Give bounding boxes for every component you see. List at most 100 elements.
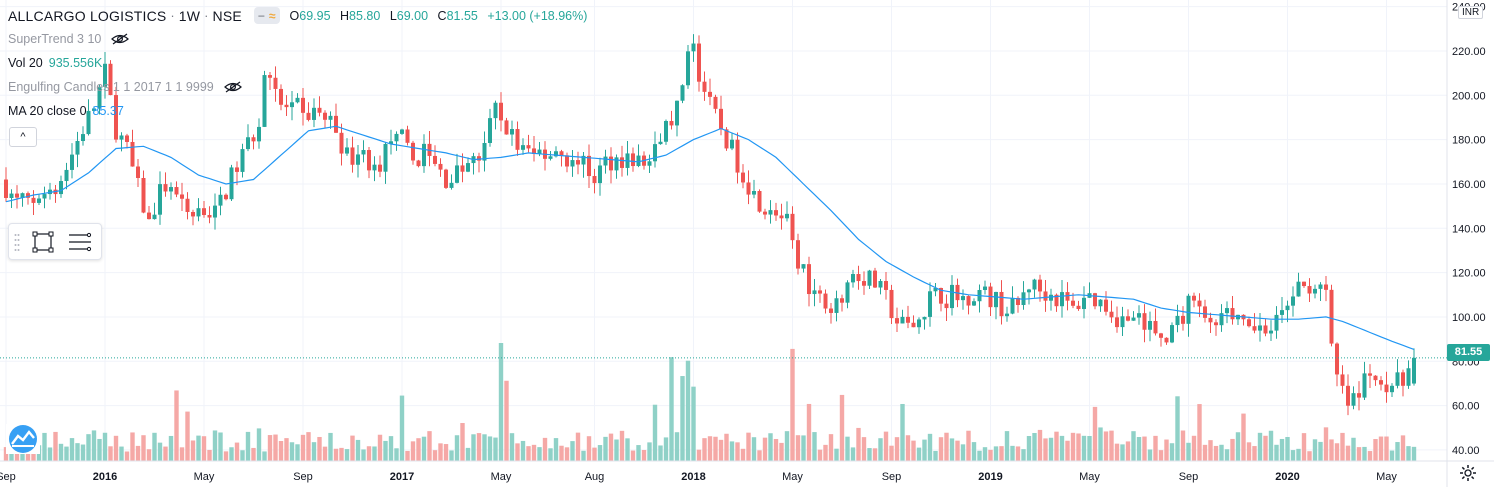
candle-body	[592, 176, 597, 184]
volume-bar	[894, 437, 900, 461]
candle-body	[136, 166, 140, 179]
legend-supertrend[interactable]: SuperTrend 3 10	[8, 32, 130, 46]
candle-body	[1093, 293, 1097, 307]
volume-bar	[91, 430, 97, 461]
volume-bar	[1241, 413, 1246, 461]
menu-lines-icon[interactable]	[67, 229, 93, 255]
candle-body	[449, 182, 454, 188]
volume-bar	[1279, 438, 1285, 461]
candle-body	[763, 211, 767, 215]
volume-bar	[515, 443, 520, 461]
candle-body	[1307, 286, 1312, 294]
chart-style-toggle[interactable]: − ≈	[253, 7, 280, 24]
volume-bar	[861, 437, 867, 461]
volume-bar	[597, 445, 603, 461]
volume-bar	[1169, 443, 1175, 461]
tradingview-logo-icon[interactable]	[6, 424, 40, 454]
candle-body	[631, 153, 635, 167]
candle-body	[108, 63, 113, 96]
candle-body	[917, 319, 921, 328]
candle-body	[1175, 315, 1180, 326]
candle-body	[1148, 320, 1152, 330]
candle-body	[378, 164, 382, 172]
volume-bar	[185, 411, 190, 461]
volume-bar	[1323, 427, 1329, 461]
drawing-toolbox[interactable]	[8, 223, 102, 260]
rectangle-tool-icon[interactable]	[30, 229, 56, 255]
candle-body	[92, 108, 96, 111]
candle-body	[1318, 284, 1323, 289]
candle-body	[1159, 333, 1163, 338]
volume-bar	[75, 443, 80, 461]
candle-body	[1060, 292, 1064, 307]
y-tick-label: 100.00	[1452, 312, 1486, 324]
candle-body	[647, 161, 652, 166]
drag-handle-icon[interactable]	[14, 233, 20, 251]
volume-bar	[47, 447, 53, 461]
candle-body	[1373, 375, 1378, 381]
volume-bar	[328, 432, 333, 461]
volume-bar	[614, 439, 619, 461]
hidden-eye-icon[interactable]	[223, 81, 242, 93]
candle-body	[1395, 372, 1400, 386]
candle-body	[724, 129, 729, 149]
minus-icon[interactable]: −	[257, 8, 265, 23]
collapse-legend-button[interactable]: ^	[9, 127, 37, 147]
volume-bar	[900, 403, 905, 461]
candle-body	[141, 178, 146, 213]
candle-body	[482, 142, 487, 161]
volume-bar	[1268, 430, 1274, 461]
candle-body	[790, 213, 795, 241]
candle-body	[730, 139, 734, 149]
volume-bar	[944, 432, 949, 461]
volume-bar	[168, 435, 174, 461]
volume-bar	[1312, 439, 1318, 461]
volume-bar	[108, 446, 113, 461]
volume-bar	[201, 436, 207, 461]
symbol-name[interactable]: ALLCARGO LOGISTICS	[8, 7, 167, 24]
volume-bar	[1136, 437, 1142, 461]
candle-body	[636, 155, 641, 167]
currency-label[interactable]: INR	[1458, 6, 1484, 19]
volume-bar	[795, 435, 801, 461]
candle-body	[1197, 300, 1202, 307]
volume-bar	[993, 446, 999, 461]
legend-engulfing[interactable]: Engulfing Candles 1 1 2017 1 1 9999	[8, 80, 242, 94]
volume-bar	[1153, 435, 1158, 461]
volume-bar	[399, 395, 405, 461]
volume-bar	[872, 448, 878, 461]
candle-body	[438, 163, 443, 170]
candle-body	[1010, 297, 1015, 314]
candle-body	[746, 182, 751, 195]
volume-bar	[1186, 442, 1191, 461]
candle-body	[1302, 281, 1306, 287]
volume-bar	[388, 436, 394, 461]
candle-body	[114, 95, 118, 140]
volume-bar	[190, 440, 196, 461]
candle-body	[339, 132, 344, 154]
wave-icon[interactable]: ≈	[268, 8, 276, 23]
legend-ma[interactable]: MA 20 close 0 85.37	[8, 104, 124, 118]
candle-body	[1335, 343, 1339, 375]
candle-body	[1076, 305, 1081, 310]
candle-body	[251, 137, 256, 142]
volume-bar	[1345, 445, 1351, 461]
volume-bar	[427, 431, 432, 461]
legend-volume[interactable]: Vol 20 935.556K	[8, 56, 102, 70]
volume-bar	[223, 451, 229, 461]
volume-bar	[1356, 447, 1362, 461]
candle-body	[372, 164, 377, 171]
last-price-label: 81.55	[1447, 344, 1490, 361]
volume-bar	[966, 430, 971, 461]
candle-body	[394, 133, 399, 142]
candle-body	[521, 145, 525, 150]
candle-body	[532, 148, 536, 154]
candle-body	[1390, 385, 1394, 393]
hidden-eye-icon[interactable]	[111, 33, 130, 45]
volume-bar	[487, 436, 493, 461]
candle-body	[1131, 317, 1136, 321]
volume-bar	[762, 437, 768, 461]
interval-label[interactable]: 1W	[178, 7, 201, 24]
settings-gear-icon[interactable]	[1459, 464, 1477, 482]
